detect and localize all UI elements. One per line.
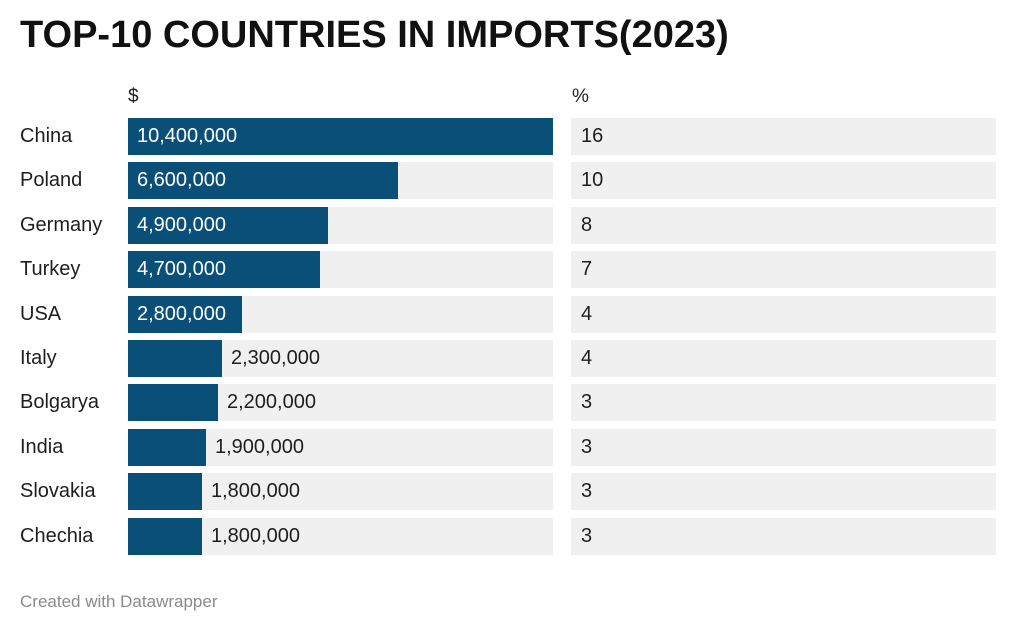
country-label: Poland <box>20 169 83 192</box>
country-label: Chechia <box>20 524 94 547</box>
percent-cell <box>571 118 996 155</box>
country-label: USA <box>20 302 62 325</box>
bar-value-label: 2,800,000 <box>137 302 226 325</box>
country-label: India <box>20 435 64 458</box>
table-row: Chechia 1,800,000 3 <box>0 517 1024 555</box>
bar <box>128 118 553 155</box>
bar-value-label: 10,400,000 <box>137 125 238 147</box>
bar-value-label: 4,700,000 <box>137 258 226 281</box>
bar <box>128 473 202 511</box>
percent-cell <box>571 517 996 555</box>
value-column-header: $ <box>128 86 139 107</box>
percent-cell <box>571 340 996 377</box>
percent-value: 8 <box>581 213 593 236</box>
bar-value-label: 2,300,000 <box>231 347 320 369</box>
bar <box>128 206 328 244</box>
percent-cell <box>571 295 996 333</box>
bar-value-label: 2,200,000 <box>227 391 316 414</box>
bar-value-label: 1,800,000 <box>211 524 300 547</box>
bar <box>128 295 242 333</box>
bar-value-label: 1,900,000 <box>215 435 304 458</box>
percent-value: 3 <box>581 391 593 414</box>
bar <box>128 384 218 422</box>
bar <box>128 340 222 377</box>
percent-column-header: % <box>572 86 589 107</box>
percent-value: 7 <box>581 258 593 281</box>
bar-value-label: 6,600,000 <box>137 169 226 192</box>
percent-cell <box>571 428 996 466</box>
bar <box>128 517 202 555</box>
bar <box>128 251 320 289</box>
percent-cell <box>571 162 996 200</box>
country-label: Turkey <box>20 258 81 281</box>
table-row: USA 2,800,000 4 <box>0 295 1024 333</box>
bar-value-label: 4,900,000 <box>137 213 226 236</box>
bar-value-label: 1,800,000 <box>211 480 300 503</box>
table-row: Bolgarya 2,200,000 3 <box>0 384 1024 422</box>
country-label: China <box>20 125 73 147</box>
percent-value: 3 <box>581 435 593 458</box>
footer-credit: Created with Datawrapper <box>20 592 218 611</box>
table-row: China 10,400,000 16 <box>0 118 1024 155</box>
percent-value: 16 <box>581 125 604 147</box>
percent-value: 4 <box>581 302 593 325</box>
table-row: Turkey 4,700,000 7 <box>0 251 1024 289</box>
table-row: Italy 2,300,000 4 <box>0 340 1024 377</box>
table-row: Poland 6,600,000 10 <box>0 162 1024 200</box>
percent-value: 3 <box>581 524 593 547</box>
country-label: Italy <box>20 347 57 369</box>
percent-cell <box>571 206 996 244</box>
percent-value: 10 <box>581 169 604 192</box>
chart-title: TOP-10 COUNTRIES IN IMPORTS(2023) <box>20 14 729 56</box>
table-row: Slovakia 1,800,000 3 <box>0 473 1024 511</box>
percent-cell <box>571 384 996 422</box>
country-label: Germany <box>20 213 103 236</box>
percent-value: 4 <box>581 347 593 369</box>
bar <box>128 162 398 200</box>
percent-cell <box>571 473 996 511</box>
country-label: Bolgarya <box>20 391 99 414</box>
percent-cell <box>571 251 996 289</box>
bar <box>128 428 206 466</box>
country-label: Slovakia <box>20 480 96 503</box>
table-row: Germany 4,900,000 8 <box>0 206 1024 244</box>
table-row: India 1,900,000 3 <box>0 428 1024 466</box>
percent-value: 3 <box>581 480 593 503</box>
